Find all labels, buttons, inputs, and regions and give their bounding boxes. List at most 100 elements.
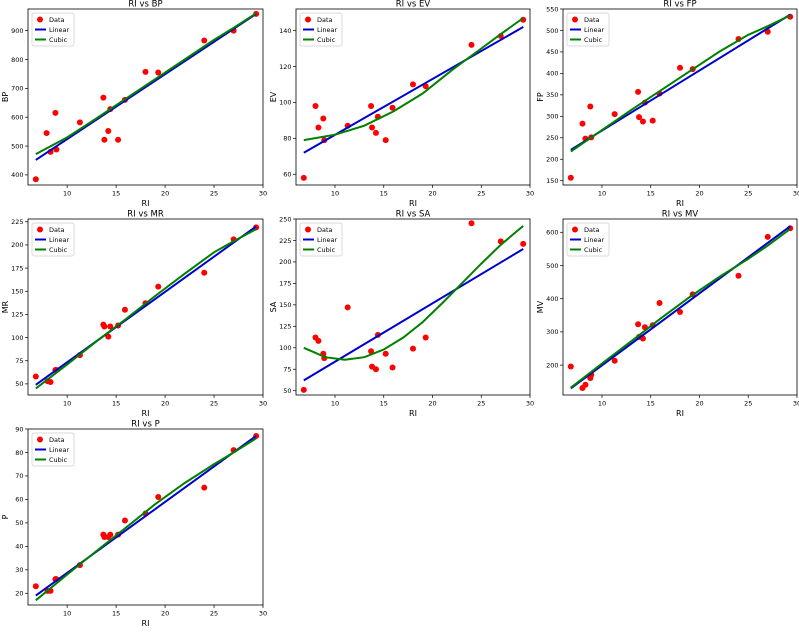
y-tick-label: 600	[546, 229, 558, 237]
y-tick-label: 500	[11, 142, 23, 150]
y-tick-label: 550	[546, 5, 558, 13]
x-tick-label: 10	[63, 400, 71, 408]
legend-marker-data	[37, 436, 43, 443]
data-point	[47, 379, 54, 386]
legend: Data Linear Cubic	[299, 12, 343, 47]
legend: Data Linear Cubic	[31, 222, 75, 257]
x-tick-label: 20	[428, 190, 436, 198]
data-point	[579, 120, 586, 127]
x-tick-label: 25	[744, 400, 752, 408]
y-tick-label: 125	[279, 323, 291, 331]
axes-frame	[295, 218, 531, 396]
legend: Data Linear Cubic	[566, 12, 610, 47]
legend-label-cubic: Cubic	[49, 246, 68, 254]
x-tick-label: 25	[744, 190, 752, 198]
data-point	[369, 124, 376, 131]
data-point	[611, 357, 618, 364]
data-point	[372, 129, 379, 136]
y-tick-label: 150	[279, 301, 291, 309]
data-point	[639, 118, 646, 125]
data-point	[101, 136, 108, 143]
data-point	[201, 484, 208, 491]
y-axis-label: EV	[269, 91, 278, 102]
y-tick-label: 150	[11, 288, 23, 296]
x-tick-label: 10	[331, 400, 339, 408]
legend-box	[566, 222, 610, 257]
y-tick-label: 300	[546, 113, 558, 121]
x-tick-label: 15	[112, 190, 120, 198]
y-tick-label: 75	[15, 357, 23, 365]
x-tick-label: 20	[161, 610, 169, 618]
x-axis-label: RI	[676, 199, 684, 208]
legend-label-data: Data	[584, 226, 600, 234]
legend-marker-data	[305, 16, 311, 23]
y-tick-label: 200	[11, 241, 23, 249]
y-axis-label: FP	[536, 92, 545, 102]
y-tick-label: 400	[546, 295, 558, 303]
legend-label-data: Data	[49, 16, 65, 24]
x-tick-label: 30	[259, 610, 267, 618]
plot-area	[300, 220, 527, 393]
x-tick-label: 30	[793, 190, 799, 198]
subplot: RI vs MV 10 15 20 25 30 200 300 400 500 600 RI MV Dat…	[536, 210, 799, 419]
legend: Data Linear Cubic	[31, 12, 75, 47]
data-point	[320, 115, 327, 122]
legend-label-linear: Linear	[49, 26, 70, 34]
data-point	[389, 364, 396, 371]
axes-frame	[295, 8, 531, 186]
y-tick-label: 450	[546, 48, 558, 56]
y-tick-label: 300	[546, 328, 558, 336]
legend-label-linear: Linear	[49, 446, 70, 454]
y-tick-label: 500	[546, 262, 558, 270]
y-tick-label: 90	[15, 425, 23, 433]
data-point	[368, 102, 375, 109]
legend-label-data: Data	[584, 16, 600, 24]
legend-label-cubic: Cubic	[584, 246, 603, 254]
y-tick-label: 225	[11, 218, 23, 226]
data-point	[344, 304, 351, 311]
cubic-fit-line	[570, 14, 791, 153]
legend-label-cubic: Cubic	[49, 456, 68, 464]
y-tick-label: 350	[546, 91, 558, 99]
y-tick-label: 200	[279, 258, 291, 266]
data-point	[155, 494, 162, 501]
y-tick-label: 225	[279, 237, 291, 245]
data-point	[422, 334, 429, 341]
data-point	[368, 348, 375, 355]
y-tick-label: 30	[15, 566, 23, 574]
legend-label-linear: Linear	[584, 26, 605, 34]
legend-marker-data	[572, 16, 578, 23]
data-point	[611, 111, 618, 118]
x-tick-label: 20	[161, 400, 169, 408]
cubic-fit-line	[35, 228, 257, 390]
x-tick-label: 30	[526, 190, 534, 198]
y-tick-label: 400	[546, 70, 558, 78]
x-tick-label: 25	[210, 400, 218, 408]
data-point	[32, 583, 39, 590]
x-tick-label: 10	[63, 190, 71, 198]
chart-title: RI vs FP	[663, 0, 696, 10]
data-point	[155, 69, 162, 76]
plot-area	[300, 16, 527, 181]
data-point	[567, 174, 574, 181]
y-tick-label: 70	[15, 472, 23, 480]
x-tick-label: 15	[112, 610, 120, 618]
legend-marker-data	[37, 226, 43, 233]
legend-label-linear: Linear	[584, 236, 605, 244]
y-tick-label: 120	[279, 63, 291, 71]
x-tick-label: 25	[210, 610, 218, 618]
cubic-fit-line	[570, 228, 791, 389]
y-tick-label: 40	[15, 543, 23, 551]
data-point	[677, 308, 683, 315]
axes-frame	[27, 8, 264, 186]
x-axis-label: RI	[142, 199, 150, 208]
plot-area	[32, 10, 260, 183]
legend: Data Linear Cubic	[299, 222, 343, 257]
linear-fit-line	[35, 13, 257, 161]
y-tick-label: 150	[546, 177, 558, 185]
y-tick-label: 800	[11, 56, 23, 64]
data-point	[764, 233, 771, 240]
linear-fit-line	[303, 26, 524, 154]
legend-box	[31, 12, 75, 47]
